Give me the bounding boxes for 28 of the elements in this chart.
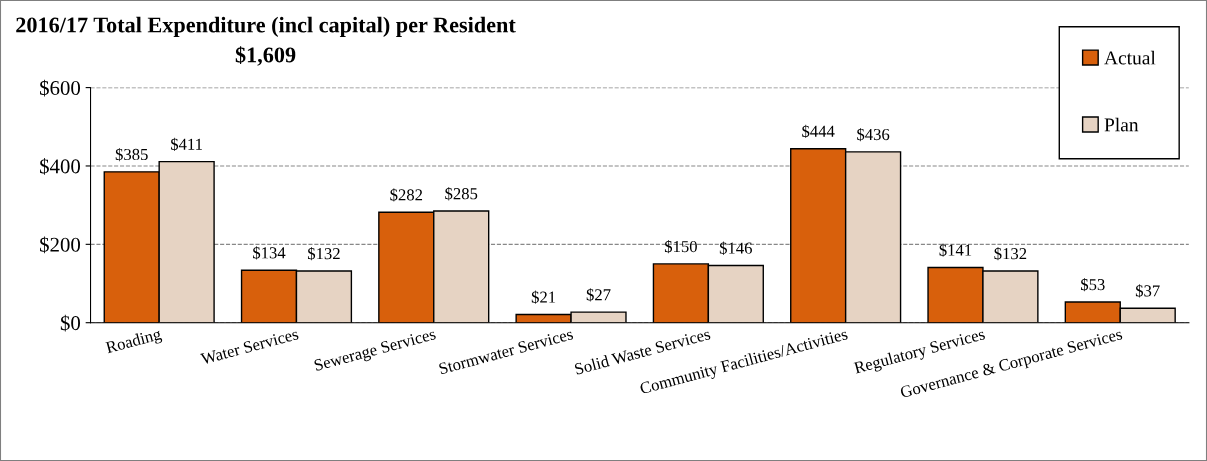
data-label: $411 [170, 137, 202, 152]
x-tick-label: Stormwater Services [438, 328, 574, 375]
data-label: $53 [1081, 277, 1105, 292]
y-tick-label: $0 [60, 314, 81, 332]
data-label: $21 [531, 290, 556, 304]
x-tick-label: Roading [105, 327, 163, 357]
chart-subtitle: $1,609 [235, 46, 296, 66]
data-label: $282 [390, 188, 423, 202]
data-label: $146 [719, 241, 752, 255]
y-tick-label: $600 [40, 79, 81, 97]
legend-label: Plan [1104, 117, 1139, 132]
data-label: $132 [994, 247, 1027, 261]
chart-title: 2016/17 Total Expenditure (incl capital) per Resident [16, 16, 516, 37]
data-label: $285 [445, 187, 478, 201]
data-label: $37 [1135, 284, 1160, 298]
x-tick-label: Sewerage Services [313, 328, 438, 375]
data-label: $141 [939, 243, 972, 257]
y-tick-label: $400 [40, 158, 81, 175]
x-tick-label: Water Services [200, 328, 299, 365]
data-label: $132 [307, 247, 340, 261]
y-tick-label: $200 [40, 236, 81, 254]
data-label: $385 [115, 147, 148, 162]
data-label: $436 [857, 127, 890, 142]
data-label: $150 [664, 239, 697, 254]
data-label: $27 [586, 288, 611, 302]
data-label: $134 [253, 246, 286, 260]
data-label: $444 [802, 124, 835, 139]
legend-label: Actual [1104, 50, 1156, 65]
